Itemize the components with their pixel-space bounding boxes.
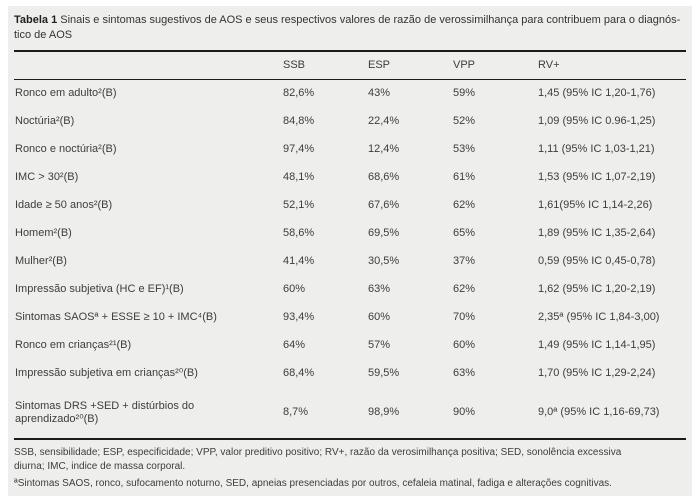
- vpp-value: 70%: [453, 310, 476, 323]
- rv-value: 1,89 (95% IC 1,35-2,64): [538, 226, 656, 239]
- table-row: Noctúria²(B) 84,8% 22,4% 52% 1,09 (95% IC 0.…: [14, 107, 686, 135]
- esp-value: 12,4%: [368, 142, 400, 155]
- table-title-line1: Tabela 1 Sinais e sintomas sugestivos de…: [14, 13, 686, 28]
- data-table: SSB ESP VPP RV+ Ronco em adulto²(B) 82,6%…: [14, 50, 686, 440]
- table-panel: Tabela 1 Sinais e sintomas sugestivos de…: [8, 6, 692, 496]
- footnote-symptoms: ªSintomas SAOS, ronco, sufocamento notur…: [14, 478, 612, 489]
- ssb-value: 41,4%: [283, 254, 315, 267]
- header-empty-cell: [14, 51, 283, 79]
- table-row: Sintomas DRS +SED + distúrbios do aprend…: [14, 387, 686, 439]
- table-row: Idade ≥ 50 anos²(B) 52,1% 67,6% 62% 1,61(95%…: [14, 191, 686, 219]
- row-label: Sintomas SAOSª + ESSE ≥ 10 + IMC⁴(B): [15, 310, 217, 323]
- row-label: Impressão subjetiva (HC e EF)¹(B): [15, 282, 184, 295]
- esp-value: 67,6%: [368, 198, 400, 211]
- rv-value: 9,0ª (95% IC 1,16-69,73): [538, 406, 660, 418]
- table-body: Ronco em adulto²(B) 82,6% 43% 59% 1,45 (95% …: [14, 79, 686, 439]
- row-label: Ronco em crianças²¹(B): [15, 338, 132, 351]
- table-title: Tabela 1 Sinais e sintomas sugestivos de…: [14, 13, 686, 43]
- esp-value: 59,5%: [368, 366, 400, 379]
- table-row: IMC > 30²(B) 48,1% 68,6% 61% 1,53 (95% IC 1,…: [14, 163, 686, 191]
- vpp-value: 37%: [453, 254, 476, 267]
- footnote-abbreviations: SSB, sensibilidade; ESP, especificidade;…: [14, 447, 622, 472]
- table-header: SSB ESP VPP RV+: [14, 51, 686, 79]
- header-ssb: SSB: [283, 59, 306, 72]
- header-esp: ESP: [368, 59, 391, 72]
- table-row: Mulher²(B) 41,4% 30,5% 37% 0,59 (95% IC 0,45…: [14, 247, 686, 275]
- esp-value: 68,6%: [368, 170, 400, 183]
- vpp-value: 53%: [453, 142, 476, 155]
- rv-value: 2,35ª (95% IC 1,84-3,00): [538, 310, 660, 323]
- ssb-value: 58,6%: [283, 226, 315, 239]
- table-row: Ronco em adulto²(B) 82,6% 43% 59% 1,45 (95% …: [14, 79, 686, 107]
- ssb-value: 8,7%: [283, 406, 309, 418]
- vpp-value: 60%: [453, 338, 476, 351]
- esp-value: 22,4%: [368, 114, 400, 127]
- header-vpp: VPP: [453, 59, 476, 72]
- ssb-value: 68,4%: [283, 366, 315, 379]
- vpp-value: 63%: [453, 366, 476, 379]
- esp-value: 30,5%: [368, 254, 400, 267]
- rv-value: 1,45 (95% IC 1,20-1,76): [538, 86, 656, 99]
- ssb-value: 60%: [283, 282, 306, 295]
- header-rv: RV+: [538, 59, 560, 72]
- table-row: Impressão subjetiva em crianças²⁰(B) 68,4…: [14, 359, 686, 387]
- table-title-line2: tico de AOS: [14, 29, 73, 41]
- esp-value: 98,9%: [368, 406, 400, 418]
- vpp-value: 62%: [453, 198, 476, 211]
- ssb-value: 97,4%: [283, 142, 315, 155]
- rv-value: 0,59 (95% IC 0,45-0,78): [538, 254, 656, 267]
- ssb-value: 48,1%: [283, 170, 315, 183]
- rv-value: 1,11 (95% IC 1,03-1,21): [538, 142, 655, 155]
- table-row: Ronco e noctúria²(B) 97,4% 12,4% 53% 1,11 (9…: [14, 135, 686, 163]
- esp-value: 69,5%: [368, 226, 400, 239]
- row-label: Sintomas DRS +SED + distúrbios do aprend…: [15, 399, 195, 425]
- table-row: Ronco em crianças²¹(B) 64% 57% 60% 1,49 (95%…: [14, 331, 686, 359]
- row-label: Noctúria²(B): [15, 114, 75, 127]
- rv-value: 1,09 (95% IC 0.96-1,25): [538, 114, 656, 127]
- esp-value: 57%: [368, 338, 391, 351]
- vpp-value: 59%: [453, 86, 476, 99]
- table-number-label: Tabela 1: [14, 14, 58, 26]
- row-label: Mulher²(B): [15, 254, 67, 267]
- vpp-value: 62%: [453, 282, 476, 295]
- vpp-value: 65%: [453, 226, 476, 239]
- vpp-value: 61%: [453, 170, 476, 183]
- vpp-value: 52%: [453, 114, 476, 127]
- ssb-value: 82,6%: [283, 86, 315, 99]
- row-label: Ronco em adulto²(B): [15, 86, 117, 99]
- table-row: Impressão subjetiva (HC e EF)¹(B) 60% 63% 6…: [14, 275, 686, 303]
- table-title-text: Sinais e sintomas sugestivos de AOS e se…: [60, 14, 681, 26]
- ssb-value: 84,8%: [283, 114, 315, 127]
- rv-value: 1,70 (95% IC 1,29-2,24): [538, 366, 656, 379]
- header-row: SSB ESP VPP RV+: [14, 51, 686, 79]
- rv-value: 1,61(95% IC 1,14-2,26): [538, 198, 653, 211]
- row-label: Impressão subjetiva em crianças²⁰(B): [15, 366, 198, 379]
- esp-value: 43%: [368, 86, 391, 99]
- row-label: Idade ≥ 50 anos²(B): [15, 198, 113, 211]
- rv-value: 1,49 (95% IC 1,14-1,95): [538, 338, 656, 351]
- esp-value: 63%: [368, 282, 391, 295]
- row-label: Ronco e noctúria²(B): [15, 142, 117, 155]
- rv-value: 1,53 (95% IC 1,07-2,19): [538, 170, 656, 183]
- table-row: Sintomas SAOSª + ESSE ≥ 10 + IMC⁴(B) 93,4…: [14, 303, 686, 331]
- table-row: Homem²(B) 58,6% 69,5% 65% 1,89 (95% IC 1,35-…: [14, 219, 686, 247]
- row-label: Homem²(B): [15, 226, 72, 239]
- ssb-value: 52,1%: [283, 198, 315, 211]
- ssb-value: 93,4%: [283, 310, 315, 323]
- footnotes: SSB, sensibilidade; ESP, especificidade;…: [14, 446, 686, 491]
- ssb-value: 64%: [283, 338, 306, 351]
- esp-value: 60%: [368, 310, 391, 323]
- row-label: IMC > 30²(B): [15, 170, 79, 183]
- rv-value: 1,62 (95% IC 1,20-2,19): [538, 282, 656, 295]
- vpp-value: 90%: [453, 406, 476, 418]
